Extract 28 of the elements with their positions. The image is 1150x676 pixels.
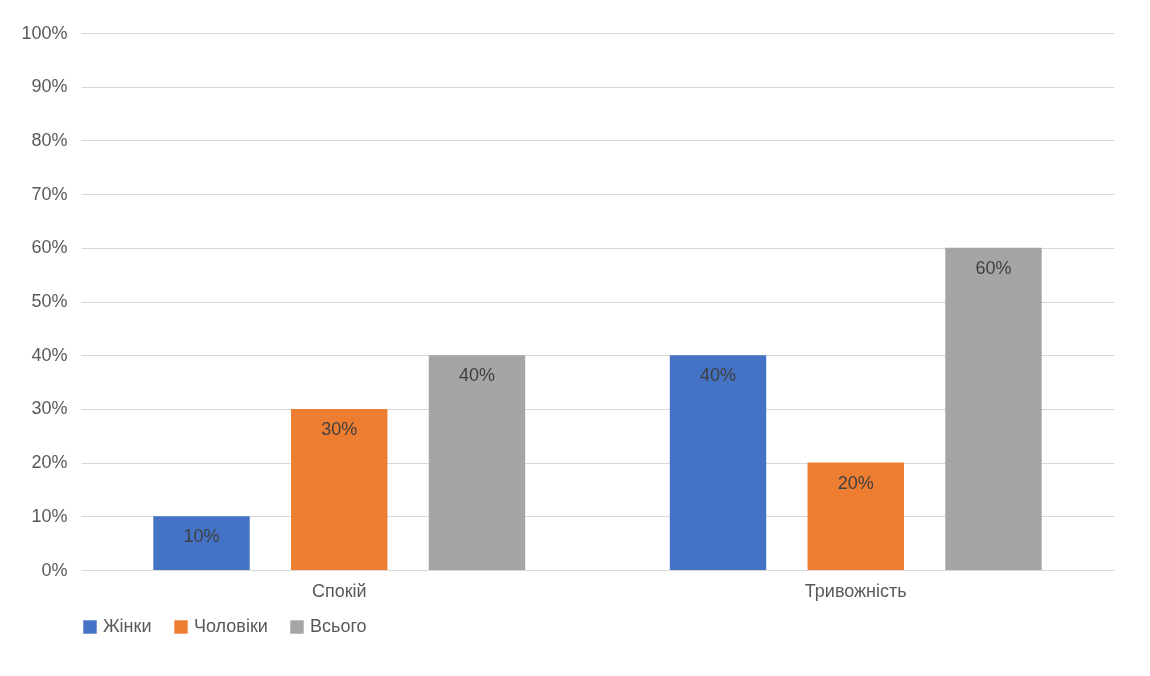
y-tick-label: 40% — [31, 344, 68, 365]
bar — [291, 408, 388, 570]
bar — [669, 355, 767, 570]
bar — [428, 355, 526, 570]
y-tick-label: 100% — [21, 22, 68, 43]
legend-label: Всього — [310, 616, 367, 636]
y-tick-label: 20% — [31, 452, 68, 473]
bar — [153, 516, 250, 570]
x-tick-label: Спокій — [311, 580, 367, 601]
x-tick-label: Тривожність — [804, 580, 907, 601]
y-tick-label: 80% — [31, 129, 68, 150]
y-tick-label: 10% — [31, 505, 68, 526]
data-label: 20% — [837, 472, 874, 493]
y-tick-label: 90% — [31, 76, 68, 97]
y-tick-label: 50% — [31, 291, 68, 311]
legend-label: Жінки — [103, 616, 152, 636]
y-tick-label: 60% — [31, 237, 68, 258]
data-label: 60% — [975, 257, 1012, 278]
data-label: 40% — [458, 365, 495, 386]
data-label: 10% — [183, 526, 220, 547]
y-tick-label: 0% — [41, 559, 68, 580]
data-label: 30% — [321, 418, 358, 439]
y-tick-label: 70% — [31, 183, 68, 204]
bar — [945, 247, 1042, 570]
bar — [807, 462, 904, 570]
y-tick-label: 30% — [31, 398, 68, 419]
data-label: 40% — [700, 365, 737, 386]
legend-label: Чоловіки — [194, 616, 268, 636]
